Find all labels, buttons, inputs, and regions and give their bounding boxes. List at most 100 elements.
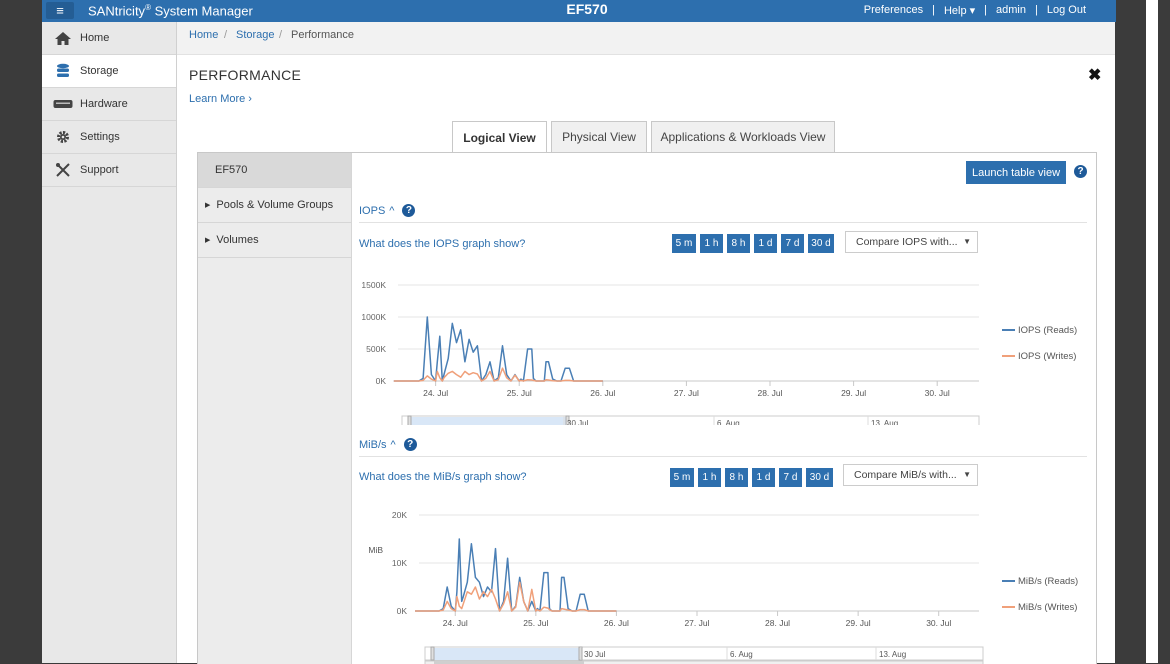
sidebar-item-settings[interactable]: Settings [42, 121, 176, 154]
nav-separator: | [1035, 4, 1038, 16]
y-tick-label: 500K [366, 344, 386, 354]
x-tick-label: 26. Jul [604, 618, 629, 628]
iops-section-header[interactable]: IOPS ^ ? [359, 204, 416, 217]
help-icon[interactable]: ? [403, 438, 417, 451]
mibs-section-header[interactable]: MiB/s ^ ? [359, 438, 417, 451]
mibs-heading: MiB/s [359, 438, 387, 451]
range-button-1h[interactable]: 1 h [698, 468, 721, 487]
navigator-tick-label: 30 Jul [584, 650, 606, 659]
x-tick-label: 28. Jul [757, 388, 782, 398]
y-tick-label: 0K [376, 376, 387, 386]
breadcrumb-home[interactable]: Home [189, 29, 219, 41]
performance-panel: EF570 ▶ Pools & Volume Groups ▶ Volumes … [197, 152, 1097, 664]
x-tick-label: 30. Jul [925, 388, 950, 398]
range-button-30d[interactable]: 30 d [806, 468, 833, 487]
app-title: SANtricity® System Manager [88, 3, 253, 19]
close-icon[interactable]: ✖ [1088, 67, 1102, 84]
nav-separator: | [984, 4, 988, 16]
tree-item-pools-volume-groups[interactable]: ▶ Pools & Volume Groups [198, 188, 351, 223]
tree-item-label: Pools & Volume Groups [216, 199, 334, 211]
navigator-track [401, 415, 980, 425]
sidebar-item-label: Hardware [80, 98, 128, 110]
series-line-writes [393, 367, 603, 382]
range-button-8h[interactable]: 8 h [727, 234, 750, 253]
y-tick-label: 10K [392, 558, 407, 568]
compare-value: Compare MiB/s with... [854, 469, 957, 481]
breadcrumb-separator: / [279, 29, 283, 41]
x-tick-label: 29. Jul [841, 388, 866, 398]
chevron-down-icon: ▼ [963, 237, 971, 246]
navigator-tick-label: 30 Jul [567, 419, 589, 425]
range-button-5m[interactable]: 5 m [670, 468, 694, 487]
range-button-1d[interactable]: 1 d [754, 234, 777, 253]
range-button-7d[interactable]: 7 d [779, 468, 802, 487]
navigator-selection [408, 417, 566, 425]
breadcrumb-separator: / [224, 29, 228, 41]
compare-mibs-select[interactable]: Compare MiB/s with... ▼ [843, 464, 978, 486]
learn-more-link[interactable]: Learn More › [189, 93, 252, 105]
iops-help-link[interactable]: What does the IOPS graph show? [359, 238, 526, 250]
range-button-8h[interactable]: 8 h [725, 468, 748, 487]
expand-icon: ▶ [205, 237, 211, 244]
help-menu[interactable]: Help ▾ [943, 5, 976, 17]
breadcrumb-storage[interactable]: Storage [236, 29, 275, 41]
sidebar-item-label: Storage [80, 65, 119, 77]
series-line-reads [415, 538, 617, 612]
tab-applications-workloads-view[interactable]: Applications & Workloads View [651, 121, 835, 152]
object-tree: EF570 ▶ Pools & Volume Groups ▶ Volumes [198, 153, 352, 664]
help-icon[interactable]: ? [1074, 165, 1087, 178]
compare-iops-select[interactable]: Compare IOPS with... ▼ [845, 231, 978, 253]
collapse-icon[interactable]: ^ [390, 438, 396, 451]
navigator-tick-label: 13. Aug [879, 650, 906, 659]
sidebar: Home Storage Hardware Settings Support [42, 22, 177, 663]
y-tick-label: 1000K [361, 312, 386, 322]
navigator-tick-label: 6. Aug [717, 419, 740, 425]
range-button-30d[interactable]: 30 d [808, 234, 834, 253]
sidebar-item-home[interactable]: Home [42, 22, 176, 55]
x-tick-label: 29. Jul [846, 618, 871, 628]
navigator-handle-right [565, 415, 570, 425]
tree-item-label: Volumes [216, 234, 259, 246]
range-button-1h[interactable]: 1 h [700, 234, 723, 253]
y-tick-label: 20K [392, 510, 407, 520]
sidebar-item-label: Settings [80, 131, 120, 143]
range-button-7d[interactable]: 7 d [781, 234, 804, 253]
x-tick-label: 25. Jul [523, 618, 548, 628]
y-tick-label: 1500K [361, 280, 386, 290]
sidebar-item-support[interactable]: Support [42, 154, 176, 187]
window-frame-left [0, 0, 42, 663]
chart-area: Launch table view ? IOPS ^ ? What does t… [352, 153, 1096, 664]
top-nav: Preferences | Help ▾ | admin | Log Out [864, 4, 1086, 17]
tools-icon [52, 162, 74, 178]
navigator-selection [431, 648, 579, 660]
range-button-1d[interactable]: 1 d [752, 468, 775, 487]
user-menu[interactable]: admin [996, 4, 1026, 16]
navigator-handle-left [407, 415, 412, 425]
logout-link[interactable]: Log Out [1046, 4, 1086, 16]
main-content: Home / Storage / Performance PERFORMANCE… [177, 22, 1115, 664]
collapse-icon[interactable]: ^ [389, 204, 395, 217]
x-tick-label: 30. Jul [926, 618, 951, 628]
range-button-5m[interactable]: 5 m [672, 234, 696, 253]
sidebar-item-storage[interactable]: Storage [42, 55, 176, 88]
launch-table-view-button[interactable]: Launch table view [966, 161, 1066, 184]
help-icon[interactable]: ? [402, 204, 416, 217]
tab-physical-view[interactable]: Physical View [551, 121, 647, 152]
tab-logical-view[interactable]: Logical View [452, 121, 547, 153]
x-tick-label: 27. Jul [684, 618, 709, 628]
breadcrumb-current: Performance [291, 29, 354, 41]
sidebar-item-hardware[interactable]: Hardware [42, 88, 176, 121]
legend-label: MiB/s (Writes) [1018, 602, 1077, 613]
mibs-help-link[interactable]: What does the MiB/s graph show? [359, 471, 527, 483]
breadcrumb: Home / Storage / Performance [177, 22, 1115, 55]
legend-label: MiB/s (Reads) [1018, 576, 1078, 587]
divider [359, 456, 1087, 457]
iops-heading: IOPS [359, 204, 386, 217]
navigator-tick-label: 13. Aug [871, 419, 898, 425]
preferences-link[interactable]: Preferences [863, 4, 924, 16]
hamburger-icon[interactable]: ≡ [46, 2, 74, 19]
tree-item-volumes[interactable]: ▶ Volumes [198, 223, 351, 258]
legend-label: IOPS (Reads) [1018, 325, 1077, 336]
legend-label: IOPS (Writes) [1018, 351, 1076, 362]
tree-item-root[interactable]: EF570 [198, 153, 351, 188]
